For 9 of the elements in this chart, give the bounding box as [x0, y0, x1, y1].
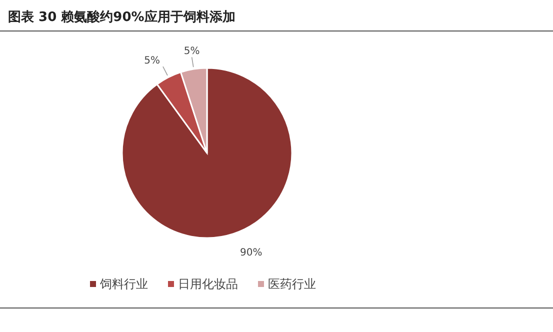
chart-title: 图表 30 赖氨酸约90%应用于饲料添加 — [8, 9, 236, 25]
legend-label: 医药行业 — [268, 277, 316, 291]
pie-slice — [121, 67, 293, 239]
data-label: 5% — [144, 56, 160, 67]
legend-label: 饲料行业 — [99, 277, 148, 291]
data-label: 5% — [184, 46, 200, 58]
legend-label: 日用化妆品 — [178, 277, 238, 291]
pie-slice — [156, 71, 208, 154]
data-label: 90% — [240, 247, 262, 258]
